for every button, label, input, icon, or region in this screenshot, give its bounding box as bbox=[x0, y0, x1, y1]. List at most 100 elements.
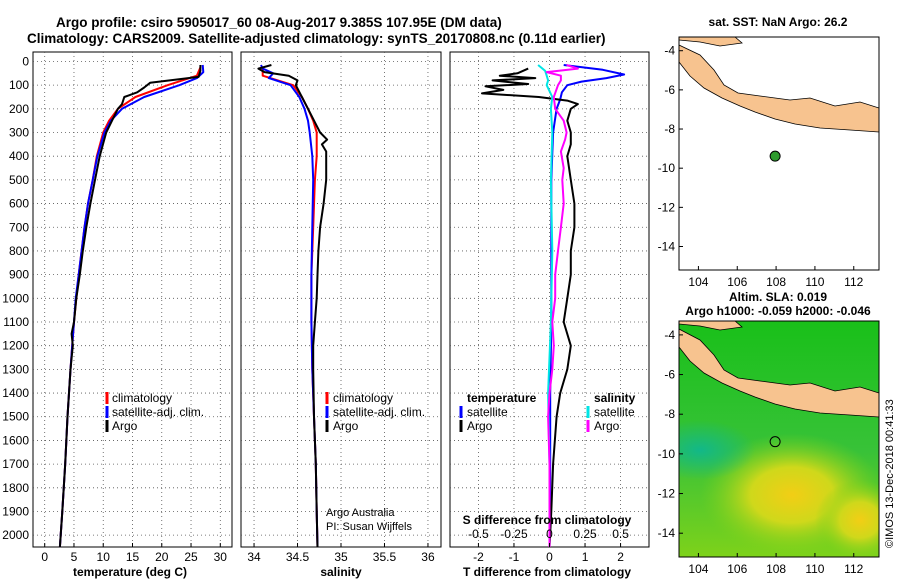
legend-argo-label: Argo bbox=[112, 419, 138, 433]
salinity-legend: climatology satellite-adj. clim. Argo bbox=[325, 391, 425, 433]
legend-sal-argo-label: Argo bbox=[594, 419, 620, 433]
depth-tick-label: 200 bbox=[9, 102, 29, 116]
imos-credit: ©IMOS 13-Dec-2018 00:41:33 bbox=[884, 399, 896, 548]
legend-sal-satellite-label: satellite bbox=[594, 405, 635, 419]
figure-title-line2: Climatology: CARS2009. Satellite-adjuste… bbox=[27, 31, 605, 46]
salinity-panel: 34 34.5 35 35.5 36 salinity climatology sate… bbox=[240, 51, 442, 579]
temperature-panel: 0 5 10 15 20 25 30 temperature (deg C) climato… bbox=[32, 51, 233, 579]
lon-tick-label: 108 bbox=[766, 275, 786, 289]
t-difference-label: T difference from climatology bbox=[463, 565, 631, 579]
x-tick-label: 2 bbox=[617, 550, 624, 564]
lon-tick-label: 104 bbox=[688, 562, 708, 576]
series-line-argo bbox=[257, 64, 329, 548]
depth-tick-label: 0 bbox=[22, 54, 29, 68]
salinity-series bbox=[257, 64, 329, 548]
series-line-temperature-argo bbox=[481, 67, 579, 548]
salinity-x-ticks: 34 34.5 35 35.5 36 bbox=[247, 543, 435, 564]
lat-tick-label: -6 bbox=[664, 368, 675, 382]
x-tick-label: 0 bbox=[546, 550, 553, 564]
lon-tick-label: 104 bbox=[688, 275, 708, 289]
sla-map-subtitle: Argo h1000: -0.059 h2000: -0.046 bbox=[685, 304, 871, 318]
x-tick-label: 10 bbox=[97, 550, 111, 564]
depth-tick-label: 1500 bbox=[2, 410, 29, 424]
x-tick-label: -2 bbox=[473, 550, 484, 564]
sla-low-anomaly bbox=[679, 420, 755, 480]
depth-tick-label: 300 bbox=[9, 126, 29, 140]
legend-temp-argo-label: Argo bbox=[467, 419, 493, 433]
depth-tick-label: 100 bbox=[9, 78, 29, 92]
depth-tick-label: 1300 bbox=[2, 362, 29, 376]
legend-satellite-label: satellite-adj. clim. bbox=[333, 405, 425, 419]
lat-tick-label: -6 bbox=[664, 83, 675, 97]
sla-map: Altim. SLA: 0.019 Argo h1000: -0.059 h20… bbox=[658, 290, 880, 576]
x-tick-label: 0 bbox=[41, 550, 48, 564]
series-line-temperature-satellite bbox=[548, 64, 626, 548]
lon-tick-label: 106 bbox=[727, 275, 747, 289]
lat-tick-label: -14 bbox=[658, 526, 676, 540]
temperature-x-ticks: 0 5 10 15 20 25 30 bbox=[41, 543, 227, 564]
temperature-series bbox=[58, 64, 205, 548]
lat-tick-label: -4 bbox=[664, 328, 675, 342]
lon-tick-label: 112 bbox=[844, 275, 863, 289]
lat-tick-label: -12 bbox=[658, 487, 676, 501]
sla-high-anomaly-east bbox=[815, 480, 879, 557]
x-tick-label: 20 bbox=[155, 550, 169, 564]
legend-salinity-header: salinity bbox=[594, 391, 636, 405]
x-tick-label: 15 bbox=[126, 550, 140, 564]
depth-tick-label: 1200 bbox=[2, 339, 29, 353]
difference-panel: -2 -1 0 1 2 -0.5 -0.25 0 0.25 0.5 S difference f… bbox=[449, 51, 650, 579]
x-tick-label: 35.5 bbox=[373, 550, 397, 564]
legend-temp-satellite-label: satellite bbox=[467, 405, 508, 419]
salinity-grid bbox=[241, 52, 441, 547]
pi-credit: PI: Susan Wijffels bbox=[326, 521, 412, 533]
argo-australia-credit: Argo Australia bbox=[326, 507, 395, 519]
series-line-satellite-adj-clim- bbox=[58, 64, 205, 548]
lat-tick-label: -12 bbox=[658, 200, 676, 214]
depth-tick-label: 600 bbox=[9, 197, 29, 211]
depth-tick-label: 500 bbox=[9, 173, 29, 187]
salinity-x-label: salinity bbox=[320, 565, 362, 579]
salinity-difference-ticks: -0.5 -0.25 0 0.25 0.5 bbox=[468, 527, 629, 541]
x-tick-label: 5 bbox=[71, 550, 78, 564]
difference-x-ticks: -2 -1 0 1 2 bbox=[473, 543, 624, 564]
java-landmass bbox=[679, 44, 879, 133]
x-tick-label: 25 bbox=[184, 550, 198, 564]
sst-map-ticks: 104 106 108 110 112 -4 -6 -8 -10 -12 -14 bbox=[658, 44, 864, 289]
depth-tick-label: 700 bbox=[9, 220, 29, 234]
lon-tick-label: 106 bbox=[727, 562, 747, 576]
depth-tick-label: 800 bbox=[9, 244, 29, 258]
depth-tick-label: 1800 bbox=[2, 481, 29, 495]
sst-map-frame bbox=[678, 36, 880, 271]
s-tick-label: 0.5 bbox=[612, 527, 629, 541]
legend-temperature-header: temperature bbox=[467, 391, 537, 405]
java-landmass bbox=[679, 328, 879, 418]
series-line-argo bbox=[58, 65, 202, 548]
series-line-satellite-adj-clim- bbox=[260, 64, 319, 548]
legend-argo-label: Argo bbox=[333, 419, 359, 433]
sst-map-title: sat. SST: NaN Argo: 26.2 bbox=[709, 15, 848, 29]
difference-legend: temperature satellite Argo salinity sate… bbox=[459, 391, 636, 433]
depth-tick-label: 400 bbox=[9, 149, 29, 163]
s-difference-label: S difference from climatology bbox=[463, 513, 632, 527]
depth-tick-label: 1400 bbox=[2, 386, 29, 400]
x-tick-label: 36 bbox=[421, 550, 435, 564]
lat-tick-label: -10 bbox=[658, 161, 676, 175]
lon-tick-label: 110 bbox=[805, 562, 824, 576]
lat-tick-label: -8 bbox=[664, 407, 675, 421]
lat-tick-label: -10 bbox=[658, 447, 676, 461]
x-tick-label: 34.5 bbox=[286, 550, 310, 564]
depth-tick-label: 2000 bbox=[2, 528, 29, 542]
lon-tick-label: 112 bbox=[844, 562, 863, 576]
legend-climatology-label: climatology bbox=[112, 391, 172, 405]
lat-tick-label: -4 bbox=[664, 44, 675, 58]
sst-profile-marker bbox=[769, 150, 781, 162]
x-tick-label: 30 bbox=[214, 550, 228, 564]
s-tick-label: 0.25 bbox=[573, 527, 597, 541]
x-tick-label: 1 bbox=[582, 550, 589, 564]
sla-profile-marker bbox=[769, 436, 781, 448]
depth-tick-label: 1900 bbox=[2, 504, 29, 518]
sla-map-ticks: 104 106 108 110 112 -4 -6 -8 -10 -12 -14 bbox=[658, 328, 864, 576]
temperature-x-label: temperature (deg C) bbox=[73, 565, 187, 579]
lat-tick-label: -14 bbox=[658, 240, 676, 254]
x-tick-label: 35 bbox=[334, 550, 348, 564]
